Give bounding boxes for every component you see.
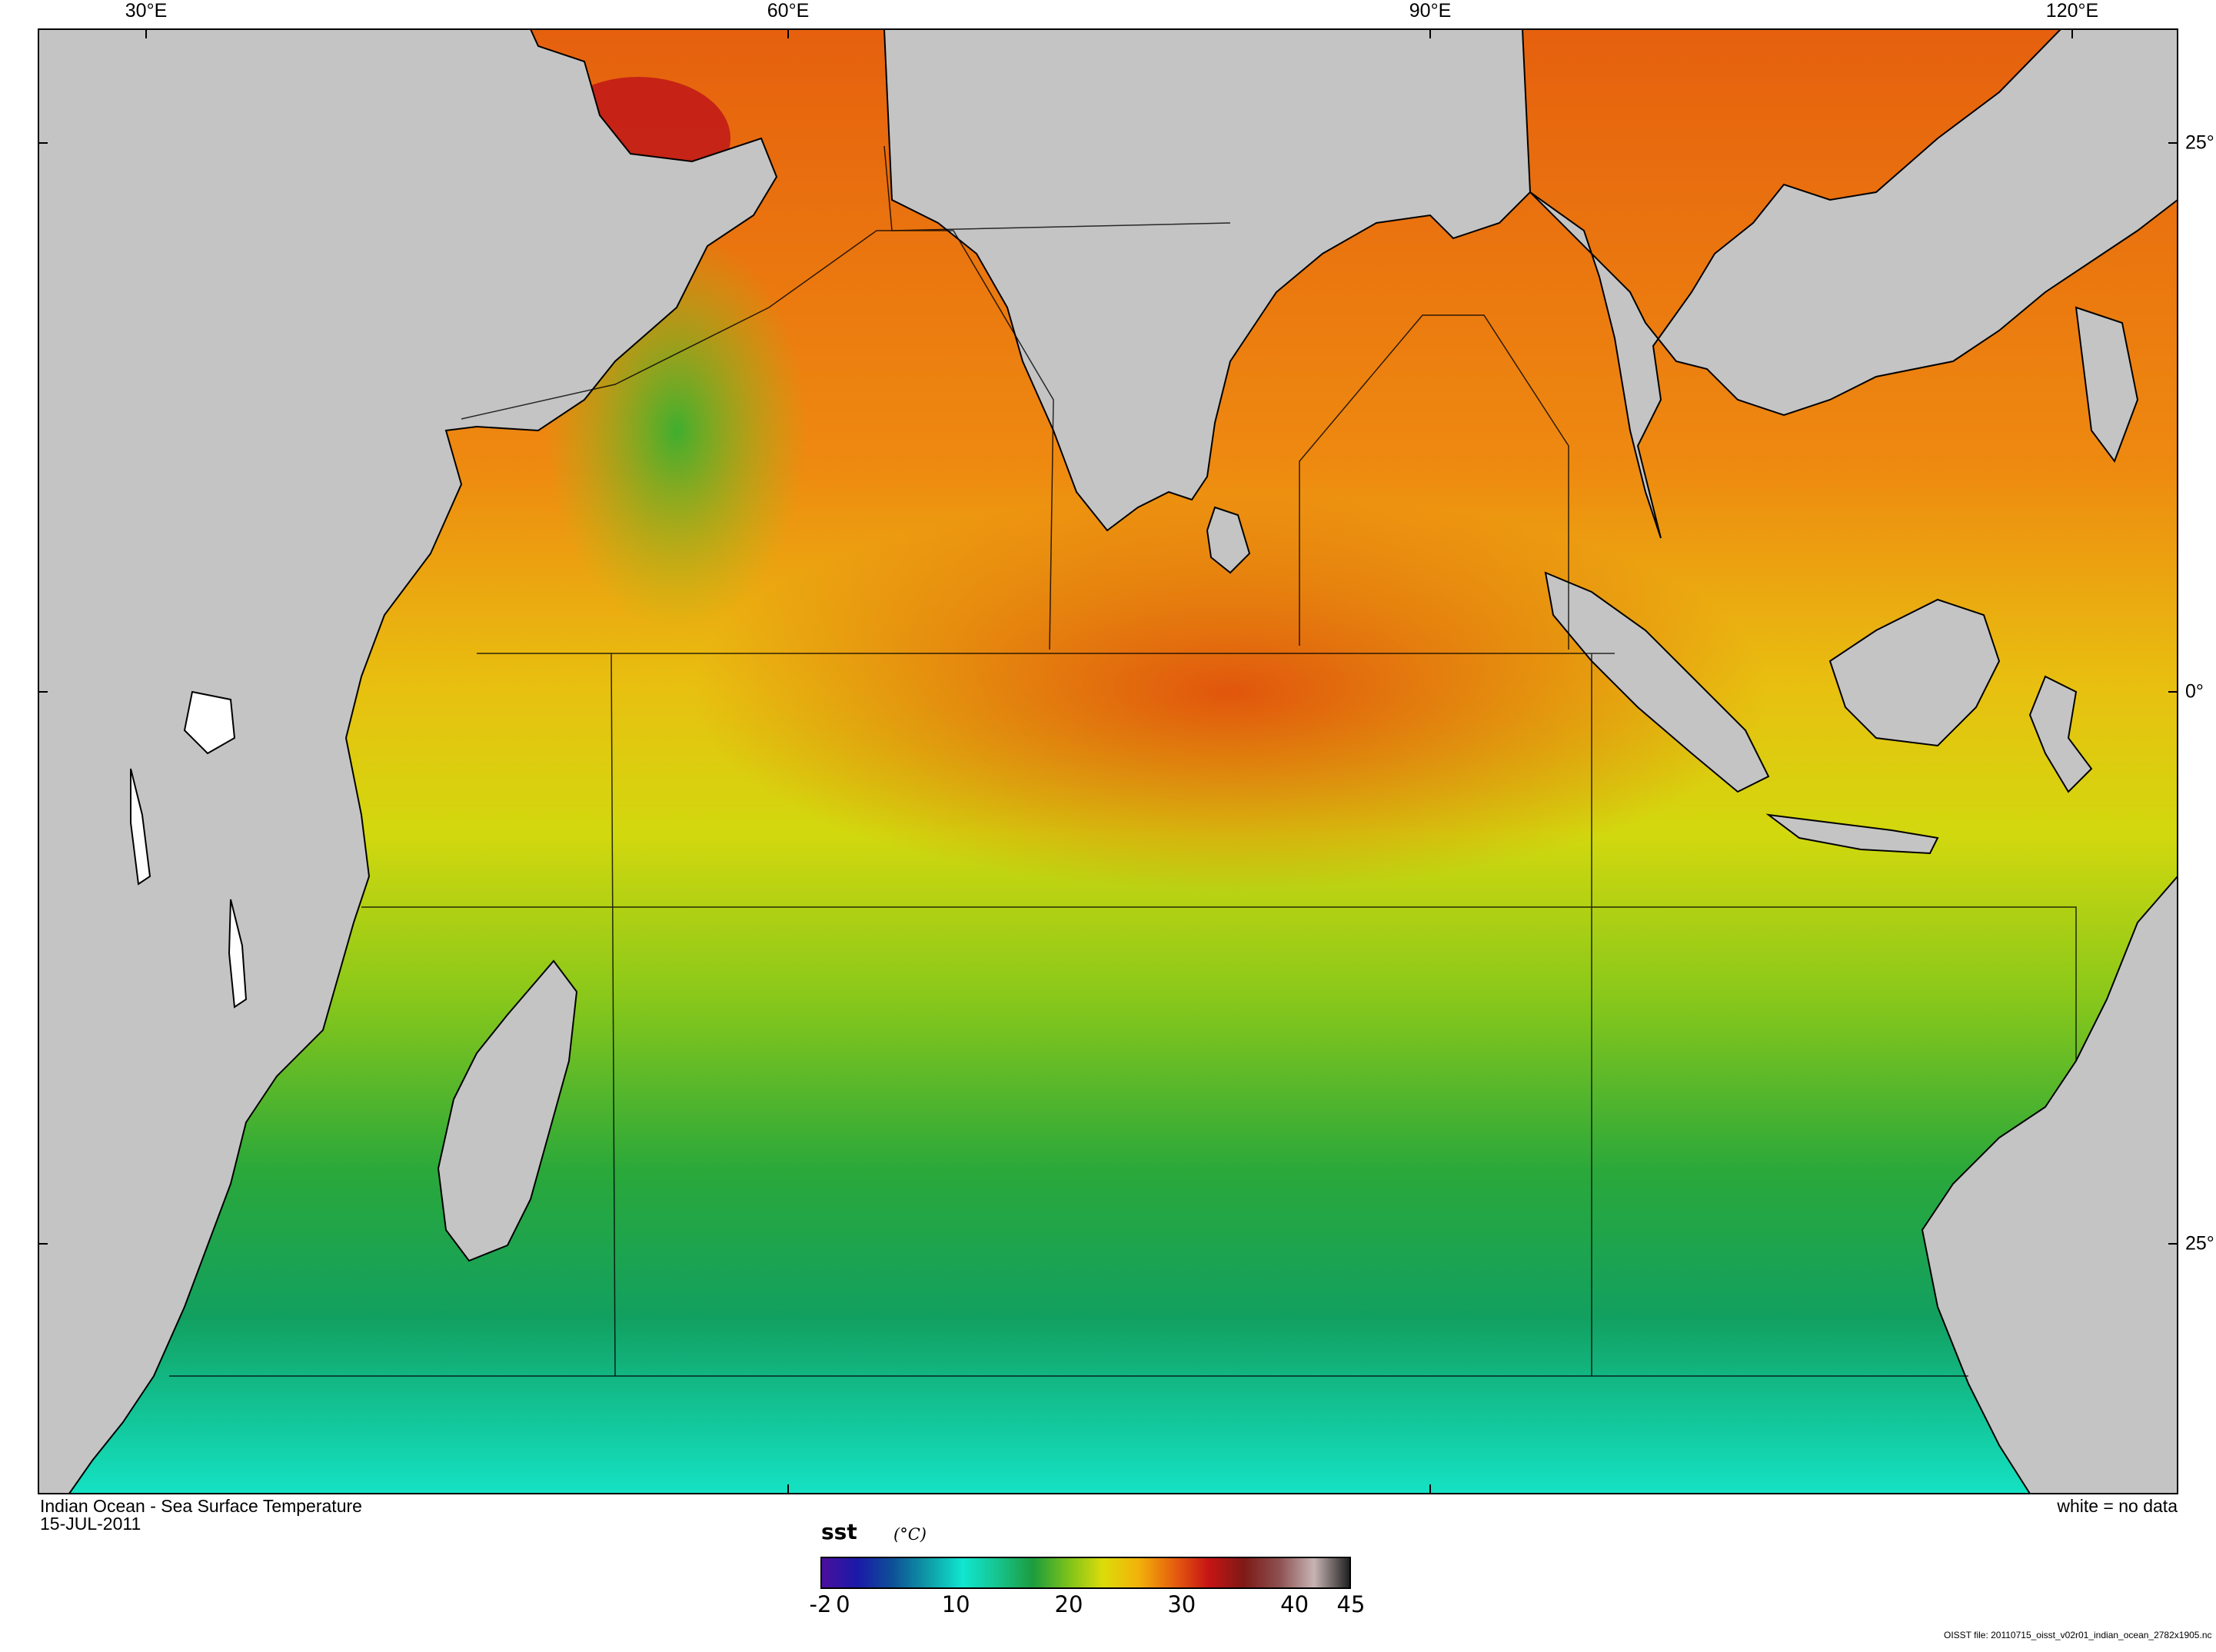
madagascar (437, 959, 578, 1262)
colorbar-tick-label: 30 (1167, 1591, 1196, 1617)
no-data-areas (130, 690, 248, 1009)
sri-lanka (1206, 506, 1251, 574)
africa-arabia-land (38, 29, 778, 1494)
map-title: Indian Ocean - Sea Surface Temperature (40, 1496, 362, 1516)
lon-label-90e: 90°E (1409, 0, 1452, 22)
java (1765, 813, 1939, 855)
no-data-lake-tanganyika (130, 768, 151, 886)
colorbar-tick-label: 45 (1336, 1591, 1366, 1617)
colorbar (820, 1557, 1351, 1589)
india-land (883, 29, 1532, 532)
no-data-lake-victoria (183, 690, 236, 755)
colorbar-tick-label: 20 (1054, 1591, 1083, 1617)
southeast-asia-land (1529, 29, 2178, 539)
lat-label-25n: 25° (2185, 131, 2214, 154)
lon-label-60e: 60°E (767, 0, 810, 22)
philippines (2075, 306, 2139, 464)
land (38, 29, 2178, 1494)
axis-ticks (38, 29, 2178, 1494)
lat-label-25s: 25° (2185, 1232, 2214, 1255)
region-boundaries (169, 145, 2077, 1377)
lon-label-30e: 30°E (125, 0, 168, 22)
warm-equatorial-band (692, 492, 1768, 892)
colorbar-tick-label: 0 (836, 1591, 850, 1617)
colorbar-tick-label: -2 (809, 1591, 832, 1617)
borneo (1828, 598, 2001, 747)
lon-label-120e: 120°E (2045, 0, 2099, 22)
australia-land (1921, 875, 2178, 1494)
file-label: OISST file: 20110715_oisst_v02r01_indian… (1944, 1630, 2212, 1640)
colorbar-variable: sst (821, 1519, 857, 1544)
no-data-note: white = no data (2057, 1496, 2178, 1516)
colorbar-units: (°C) (893, 1525, 927, 1544)
colorbar-tick-label: 40 (1280, 1591, 1309, 1617)
lat-label-0: 0° (2185, 680, 2204, 703)
no-data-lake-malawi (228, 899, 248, 1009)
sulawesi (2028, 675, 2093, 793)
colorbar-tick-label: 10 (941, 1591, 970, 1617)
map-date: 15-JUL-2011 (40, 1514, 141, 1534)
map-frame (38, 28, 2178, 1494)
